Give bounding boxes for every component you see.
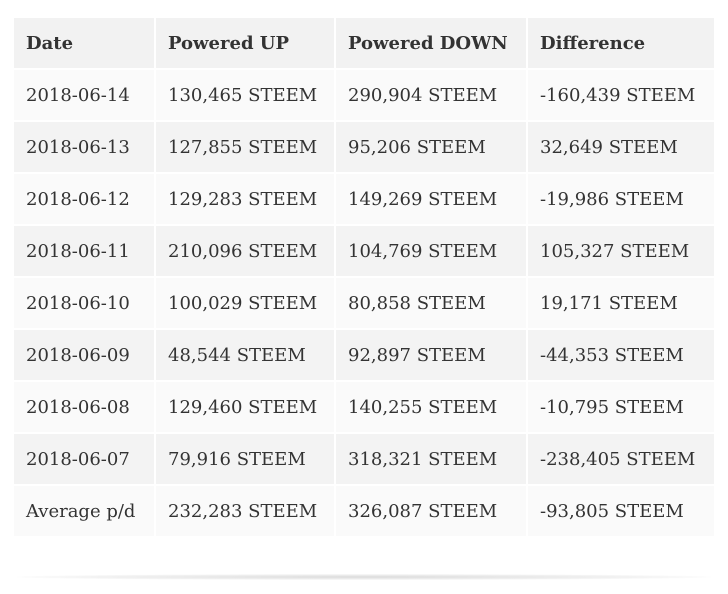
- table-row: 2018-06-11 210,096 STEEM 104,769 STEEM 1…: [14, 226, 714, 278]
- cell-powered-down: 149,269 STEEM: [336, 174, 528, 226]
- cell-average-powered-down: 326,087 STEEM: [336, 486, 528, 538]
- cell-date: 2018-06-14: [14, 70, 156, 122]
- header-powered-up: Powered UP: [156, 18, 336, 70]
- average-row: Average p/d 232,283 STEEM 326,087 STEEM …: [14, 486, 714, 538]
- table-row: 2018-06-10 100,029 STEEM 80,858 STEEM 19…: [14, 278, 714, 330]
- cell-date: 2018-06-07: [14, 434, 156, 486]
- cell-difference: -238,405 STEEM: [528, 434, 714, 486]
- header-row: Date Powered UP Powered DOWN Difference: [14, 18, 714, 70]
- table-row: 2018-06-14 130,465 STEEM 290,904 STEEM -…: [14, 70, 714, 122]
- cell-difference: -160,439 STEEM: [528, 70, 714, 122]
- cell-powered-up: 127,855 STEEM: [156, 122, 336, 174]
- cell-powered-down: 95,206 STEEM: [336, 122, 528, 174]
- cell-powered-down: 92,897 STEEM: [336, 330, 528, 382]
- cell-powered-up: 130,465 STEEM: [156, 70, 336, 122]
- cell-powered-up: 129,283 STEEM: [156, 174, 336, 226]
- bottom-shadow-divider: [16, 574, 712, 580]
- cell-difference: -10,795 STEEM: [528, 382, 714, 434]
- cell-difference: 19,171 STEEM: [528, 278, 714, 330]
- table-row: 2018-06-09 48,544 STEEM 92,897 STEEM -44…: [14, 330, 714, 382]
- table-header: Date Powered UP Powered DOWN Difference: [14, 18, 714, 70]
- cell-powered-down: 140,255 STEEM: [336, 382, 528, 434]
- cell-date: 2018-06-10: [14, 278, 156, 330]
- cell-powered-down: 290,904 STEEM: [336, 70, 528, 122]
- power-table-container: Date Powered UP Powered DOWN Difference …: [14, 18, 714, 538]
- cell-date: 2018-06-12: [14, 174, 156, 226]
- cell-powered-up: 129,460 STEEM: [156, 382, 336, 434]
- cell-powered-up: 100,029 STEEM: [156, 278, 336, 330]
- table-row: 2018-06-07 79,916 STEEM 318,321 STEEM -2…: [14, 434, 714, 486]
- cell-powered-down: 80,858 STEEM: [336, 278, 528, 330]
- cell-powered-up: 79,916 STEEM: [156, 434, 336, 486]
- cell-date: 2018-06-08: [14, 382, 156, 434]
- cell-powered-up: 48,544 STEEM: [156, 330, 336, 382]
- cell-powered-down: 104,769 STEEM: [336, 226, 528, 278]
- header-powered-down: Powered DOWN: [336, 18, 528, 70]
- cell-difference: -44,353 STEEM: [528, 330, 714, 382]
- header-difference: Difference: [528, 18, 714, 70]
- cell-average-powered-up: 232,283 STEEM: [156, 486, 336, 538]
- table-row: 2018-06-12 129,283 STEEM 149,269 STEEM -…: [14, 174, 714, 226]
- cell-date: 2018-06-13: [14, 122, 156, 174]
- cell-average-label: Average p/d: [14, 486, 156, 538]
- table-body: 2018-06-14 130,465 STEEM 290,904 STEEM -…: [14, 70, 714, 538]
- cell-date: 2018-06-11: [14, 226, 156, 278]
- cell-difference: -19,986 STEEM: [528, 174, 714, 226]
- header-date: Date: [14, 18, 156, 70]
- cell-powered-down: 318,321 STEEM: [336, 434, 528, 486]
- table-row: 2018-06-08 129,460 STEEM 140,255 STEEM -…: [14, 382, 714, 434]
- cell-difference: 32,649 STEEM: [528, 122, 714, 174]
- table-row: 2018-06-13 127,855 STEEM 95,206 STEEM 32…: [14, 122, 714, 174]
- cell-date: 2018-06-09: [14, 330, 156, 382]
- cell-average-difference: -93,805 STEEM: [528, 486, 714, 538]
- cell-powered-up: 210,096 STEEM: [156, 226, 336, 278]
- power-up-down-table: Date Powered UP Powered DOWN Difference …: [14, 18, 714, 538]
- cell-difference: 105,327 STEEM: [528, 226, 714, 278]
